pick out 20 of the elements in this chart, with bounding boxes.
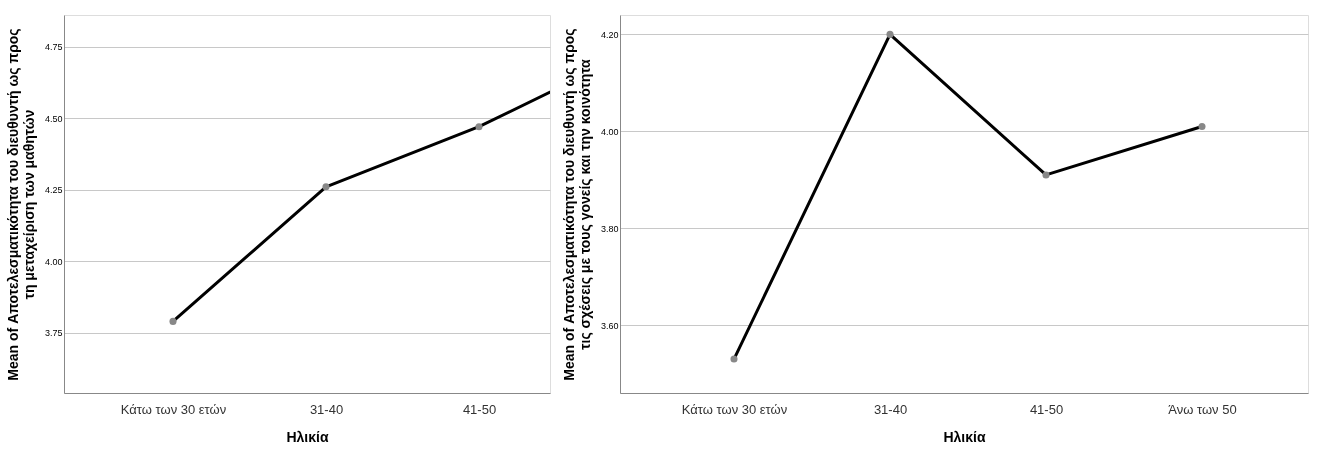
x-tick-label: 31-40: [309, 401, 344, 417]
y-axis-title: Mean of Αποτελεσματικότητα του διευθυντή ως προς τη μεταχείριση των μαθητών: [4, 28, 37, 381]
x-tick-label: Άνω των 50: [1168, 401, 1237, 417]
x-tick-label: Κάτω των 30 ετών: [681, 401, 788, 417]
y-tick-label: 4.00: [44, 256, 63, 267]
x-tick-label: 41-50: [1029, 401, 1064, 417]
x-axis-title: Ηλικία: [943, 428, 986, 445]
y-tick-label: 4.00: [600, 126, 619, 137]
y-tick-label: 3.60: [600, 320, 619, 331]
y-tick-label: 4.50: [44, 113, 63, 124]
y-axis-title: Mean of Αποτελεσματικότητα του διευθυντή ως προς τις σχέσεις με τους γονείς και την κοινότητα: [560, 28, 593, 381]
y-tick-label: 4.25: [44, 185, 63, 196]
y-tick-label: 4.20: [600, 29, 619, 40]
x-tick-label: 41-50: [462, 401, 497, 417]
y-tick-label: 3.75: [44, 328, 63, 339]
y-tick-label: 4.75: [44, 42, 63, 52]
x-tick-label: Κάτω των 30 ετών: [120, 401, 227, 417]
x-axis-title: Ηλικία: [286, 428, 329, 445]
y-tick-label: 3.80: [600, 223, 619, 234]
x-tick-label: 31-40: [873, 401, 908, 417]
